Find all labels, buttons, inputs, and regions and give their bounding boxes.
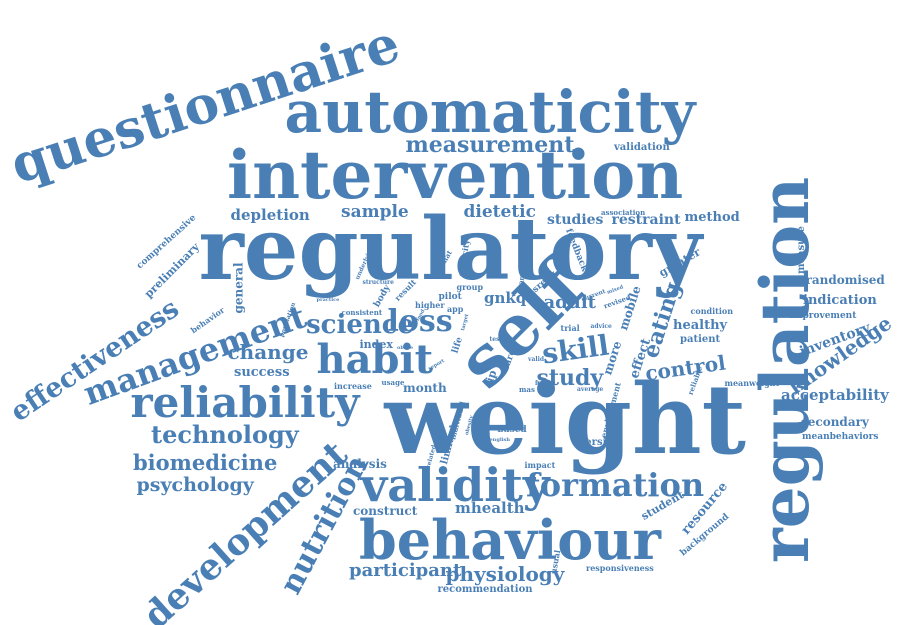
word-success: success [234, 364, 290, 380]
word-automaticity: automaticity [284, 78, 696, 146]
word-loss: loss [387, 304, 453, 339]
word-based: based [497, 424, 527, 435]
word-group: group [456, 282, 484, 292]
word-construct: construct [353, 504, 418, 518]
word-indication: indication [803, 292, 877, 308]
word-reliability: reliability [130, 378, 360, 427]
word-biomedicine: biomedicine [133, 449, 278, 475]
word-structure: structure [362, 279, 394, 286]
word-gnkq: gnkq [484, 288, 527, 307]
word-study: study [536, 365, 604, 391]
word-pilot: pilot [438, 291, 462, 302]
word-change: change [227, 340, 309, 364]
word-regulatory: regulatory [198, 199, 702, 300]
word-version: version [579, 437, 621, 448]
word-randomised: randomised [805, 273, 885, 287]
word-method: method [684, 209, 740, 225]
word-mas: mas [519, 384, 535, 394]
word-association: association [601, 207, 646, 217]
word-responsiveness: responsiveness [586, 563, 654, 573]
word-average: average [577, 386, 604, 393]
word-meanbehaviors: meanbehaviors [802, 431, 879, 442]
word-valid: valid [528, 356, 545, 363]
word-dietetic: dietetic [463, 201, 537, 222]
word-english: english [489, 436, 511, 443]
word-formation: formation [526, 466, 705, 504]
word-secondary: secondary [801, 415, 869, 429]
word-practice: practice [316, 296, 340, 303]
word-condition: condition [690, 306, 734, 316]
word-measure: measure [795, 226, 807, 274]
word-month: month [403, 381, 447, 395]
word-depletion: depletion [230, 205, 310, 224]
word-studies: studies [547, 212, 604, 228]
word-consistent: consistent [341, 307, 383, 317]
word-acceptability: acceptability [781, 385, 889, 404]
word-science: science [306, 310, 415, 340]
word-trial: trial [560, 323, 580, 333]
word-advice: advice [590, 323, 612, 330]
word-recommendation: recommendation [437, 584, 533, 595]
word-test: test [489, 336, 503, 343]
word-restraint: restraint [611, 212, 681, 228]
word-patient: patient [680, 334, 721, 345]
word-increase: increase [334, 381, 372, 391]
word-physiology: physiology [445, 562, 565, 586]
word-index: index [359, 337, 393, 351]
word-general: general [231, 262, 246, 314]
word-behaviour: behaviour [359, 508, 661, 572]
word-analysis: analysis [333, 457, 387, 471]
word-intervention: intervention [227, 136, 684, 214]
word-higher: higher [415, 300, 445, 310]
word-participant: participant [349, 560, 462, 581]
word-app: app [447, 304, 464, 314]
word-healthy: healthy [673, 317, 728, 333]
word-meanweight: meanweight [724, 378, 780, 388]
word-measurement: measurement [405, 132, 575, 158]
word-improvement: improvement [789, 310, 857, 321]
word-validity: validity [360, 458, 550, 512]
word-sample: sample [341, 201, 409, 222]
word-habit: habit [316, 336, 434, 383]
word-impact: impact [524, 460, 556, 470]
word-mhealth: mhealth [455, 498, 525, 517]
word-validation: validation [614, 142, 670, 153]
word-usage: usage [381, 377, 405, 387]
word-weight: weight [384, 363, 746, 476]
word-obese: obese [397, 344, 414, 351]
word-factor: factor [535, 380, 556, 387]
word-technology: technology [151, 420, 299, 449]
word-psychology: psychology [136, 473, 254, 496]
word-adult: adult [543, 292, 597, 313]
